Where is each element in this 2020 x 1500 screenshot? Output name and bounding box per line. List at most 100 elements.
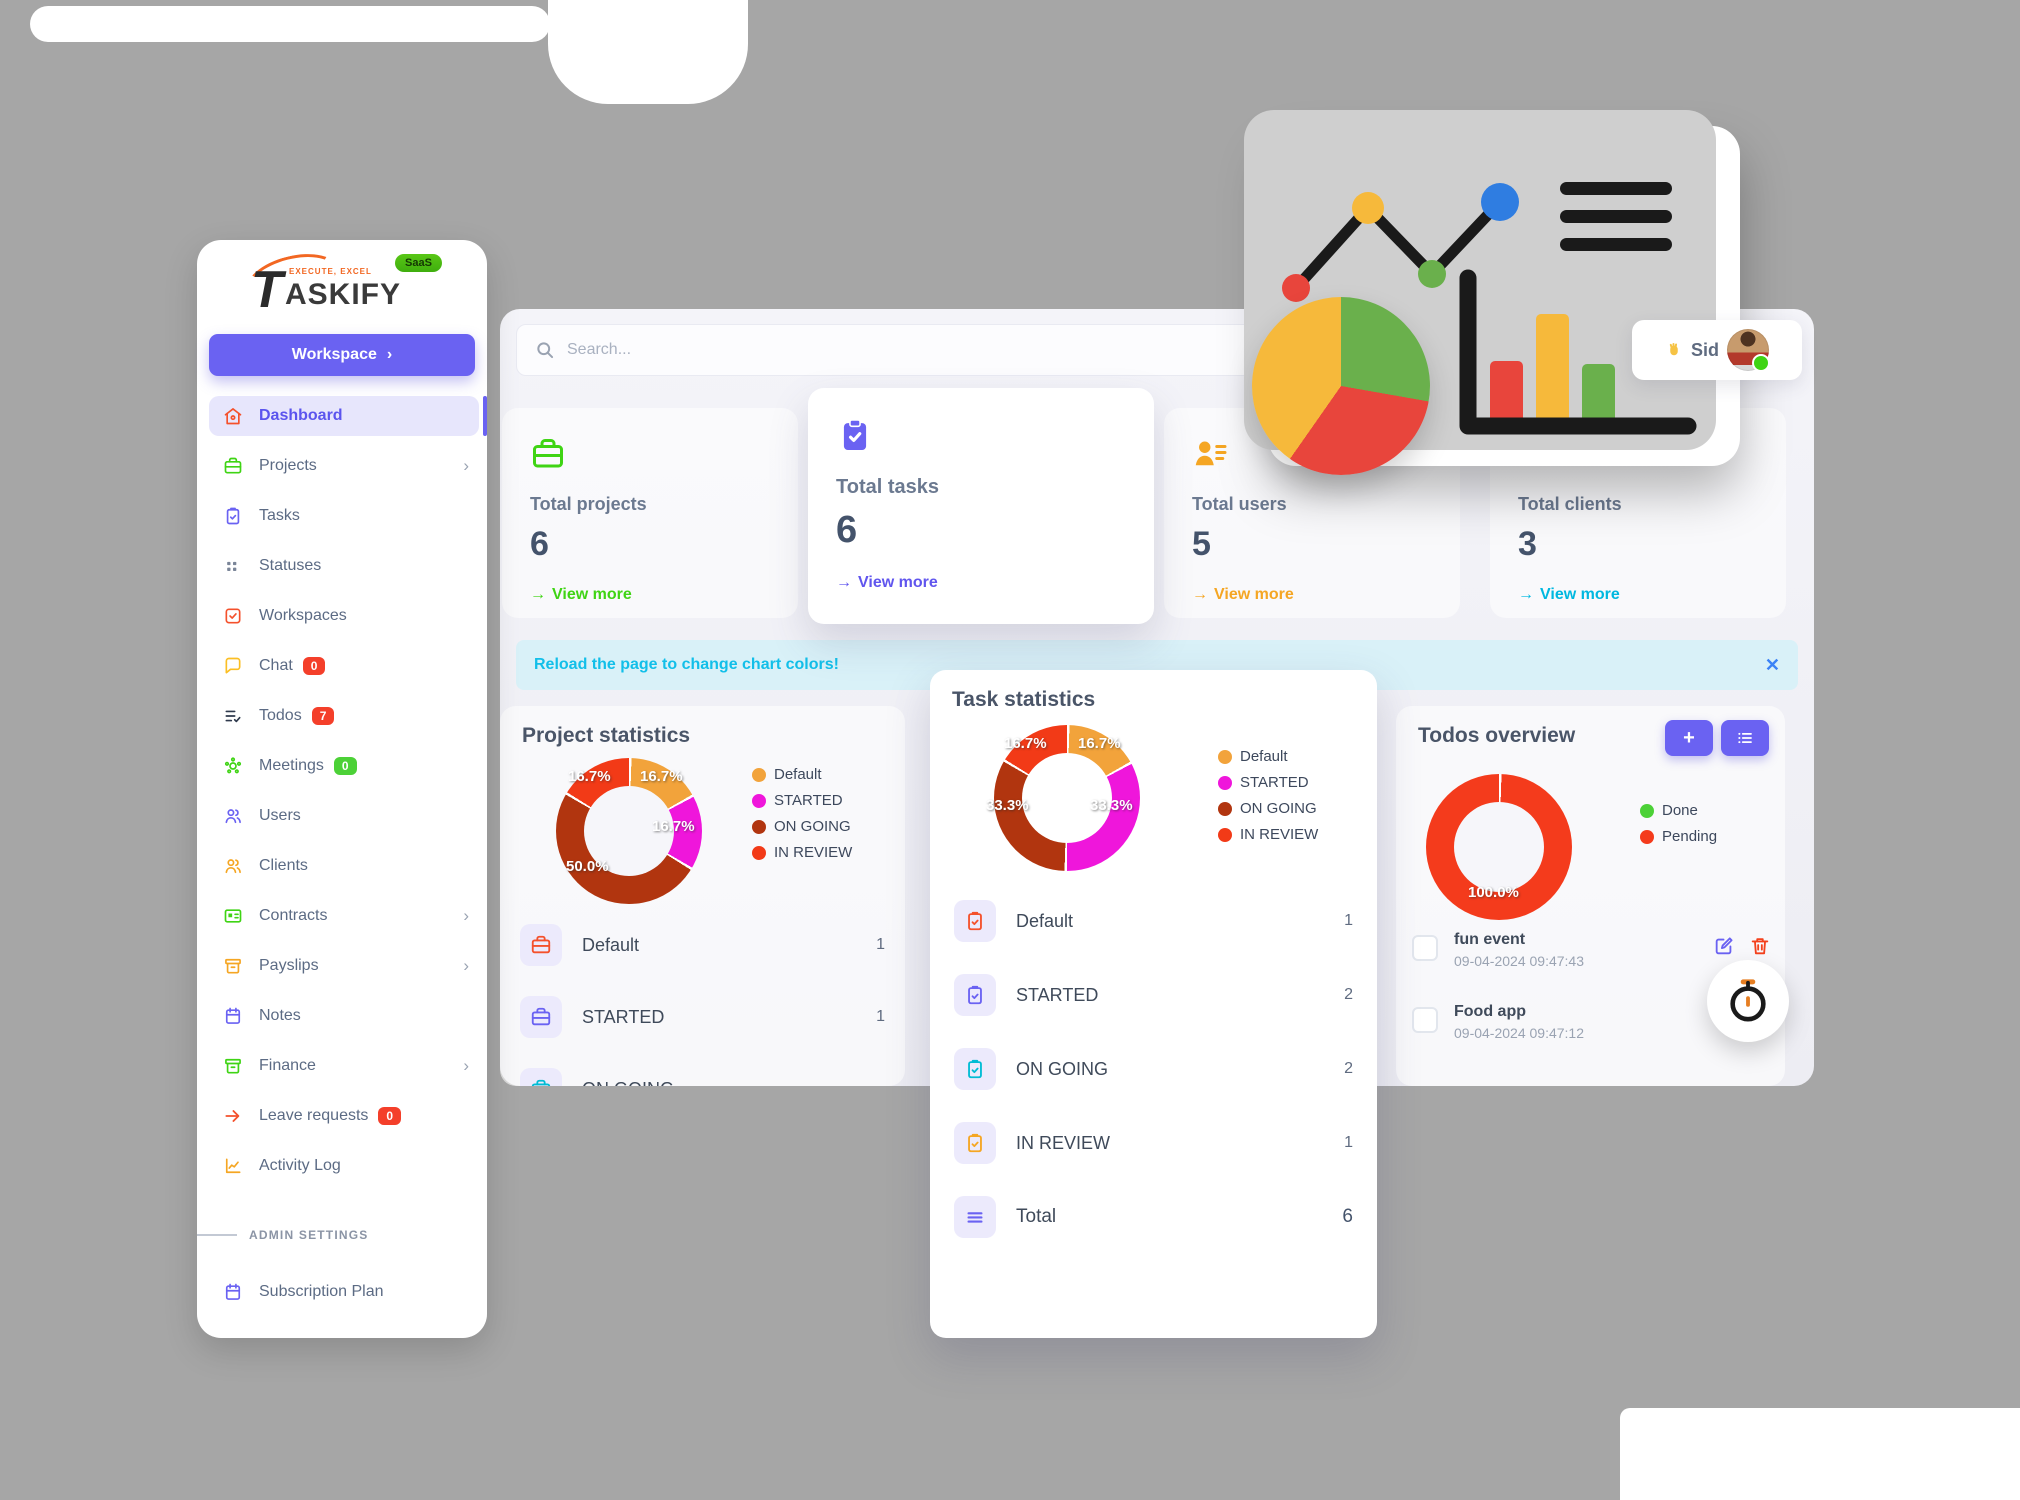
- sidebar-item-tasks[interactable]: Tasks: [209, 496, 479, 536]
- illustration-graphic: [1282, 182, 1697, 435]
- task-statistics-donut: [994, 725, 1140, 871]
- legend-dot: [752, 767, 766, 782]
- todo-title: fun event: [1454, 931, 1526, 948]
- clipboard-check-icon: [223, 506, 243, 526]
- sidebar-item-users[interactable]: Users: [209, 796, 479, 836]
- grid-dots-icon: [223, 556, 243, 576]
- banner-text: Reload the page to change chart colors!: [534, 656, 839, 673]
- home-icon: [223, 406, 243, 426]
- username: Sid: [1690, 339, 1719, 360]
- search-icon: [535, 340, 555, 360]
- edit-icon[interactable]: [1713, 935, 1735, 957]
- task-statistics-panel: Task statistics 16.7% 33.3% 33.3% 16.7% …: [930, 670, 1377, 1338]
- stat-value: 6: [836, 509, 858, 551]
- chevron-right-icon: ›: [386, 346, 393, 363]
- admin-settings-label: ADMIN SETTINGS: [249, 1228, 369, 1242]
- todos-badge: 7: [311, 707, 335, 725]
- legend-dot: [1640, 803, 1654, 818]
- stat-value: 5: [1192, 525, 1211, 563]
- status-row[interactable]: STARTED 2: [954, 972, 1353, 1018]
- arrow-right-icon: →: [1518, 586, 1534, 603]
- add-todo-button[interactable]: +: [1665, 720, 1713, 756]
- admin-settings-section: ADMIN SETTINGS: [197, 1228, 475, 1242]
- legend-dot: [752, 819, 766, 834]
- chevron-right-icon: ›: [463, 456, 469, 475]
- list-check-icon: [223, 706, 243, 726]
- workspace-button[interactable]: Workspace ›: [209, 334, 475, 376]
- logo-letter-t: T: [251, 261, 283, 319]
- id-card-icon: [223, 906, 243, 926]
- chevron-right-icon: ›: [463, 906, 469, 925]
- todo-list-button[interactable]: [1721, 720, 1769, 756]
- sidebar-nav: Dashboard Projects › Tasks Statuses Work…: [209, 396, 479, 1196]
- calendar-icon: [223, 1282, 243, 1302]
- chevron-right-icon: ›: [463, 1056, 469, 1075]
- sidebar-item-dashboard[interactable]: Dashboard: [209, 396, 479, 436]
- pct-label: 33.3%: [986, 797, 1029, 814]
- legend: Default STARTED ON GOING IN REVIEW: [752, 766, 852, 861]
- pct-label: 16.7%: [568, 768, 611, 785]
- logo-text: ASKIFY: [285, 278, 402, 311]
- timer-fab-button[interactable]: [1707, 960, 1789, 1042]
- saas-badge: SaaS: [395, 254, 442, 272]
- chevron-right-icon: ›: [463, 956, 469, 975]
- legend-dot: [1218, 775, 1232, 790]
- todo-items: fun event 09-04-2024 09:47:43 Food app 0…: [1412, 931, 1771, 1075]
- chat-bubble-icon: [223, 656, 243, 676]
- sidebar-item-contracts[interactable]: Contracts ›: [209, 896, 479, 936]
- sidebar-item-finance[interactable]: Finance ›: [209, 1046, 479, 1086]
- view-more-link[interactable]: → View more: [1192, 586, 1294, 603]
- search-placeholder: Search...: [567, 341, 632, 358]
- sidebar-item-notes[interactable]: Notes: [209, 996, 479, 1036]
- status-row[interactable]: STARTED 1: [520, 994, 885, 1040]
- chat-badge: 0: [302, 657, 326, 675]
- sidebar-item-leave-requests[interactable]: Leave requests 0: [209, 1096, 479, 1136]
- sidebar-item-todos[interactable]: Todos 7: [209, 696, 479, 736]
- sidebar-item-projects[interactable]: Projects ›: [209, 446, 479, 486]
- todo-checkbox[interactable]: [1412, 1007, 1438, 1033]
- users-list-icon: [1192, 436, 1432, 472]
- users-icon: [223, 806, 243, 826]
- archive-box-icon: [223, 956, 243, 976]
- sidebar-item-clients[interactable]: Clients: [209, 846, 479, 886]
- sidebar-item-payslips[interactable]: Payslips ›: [209, 946, 479, 986]
- legend: Default STARTED ON GOING IN REVIEW: [1218, 748, 1318, 843]
- chart-line-icon: [223, 1156, 243, 1176]
- sidebar-item-statuses[interactable]: Statuses: [209, 546, 479, 586]
- task-status-rows: Default 1 STARTED 2 ON GOING 2 IN REVIEW…: [954, 898, 1353, 1266]
- clipboard-check-icon: [836, 416, 1126, 454]
- status-row[interactable]: Default 1: [520, 922, 885, 968]
- pct-label: 33.3%: [1090, 797, 1133, 814]
- users-icon: [223, 856, 243, 876]
- status-row[interactable]: ON GOING 2: [954, 1046, 1353, 1092]
- user-chip[interactable]: Sid: [1632, 320, 1802, 380]
- todo-item: Food app 09-04-2024 09:47:12: [1412, 1003, 1771, 1059]
- deco-bottom-right-block: [1620, 1408, 2020, 1500]
- stat-label: Total clients: [1518, 494, 1622, 514]
- legend: Done Pending: [1640, 802, 1717, 845]
- status-row-total[interactable]: Total 6: [954, 1194, 1353, 1240]
- legend-dot: [1218, 827, 1232, 842]
- view-more-link[interactable]: → View more: [836, 574, 938, 591]
- sidebar-item-subscription-plan[interactable]: Subscription Plan: [209, 1272, 479, 1312]
- status-row[interactable]: ON GOING: [520, 1066, 885, 1086]
- trash-icon[interactable]: [1749, 935, 1771, 957]
- avatar[interactable]: [1727, 329, 1770, 372]
- leave-requests-badge: 0: [378, 1107, 402, 1125]
- view-more-link[interactable]: → View more: [1518, 586, 1620, 603]
- stat-value: 3: [1518, 525, 1537, 563]
- sidebar-item-chat[interactable]: Chat 0: [209, 646, 479, 686]
- sidebar-item-meetings[interactable]: Meetings 0: [209, 746, 479, 786]
- sidebar-item-activity-log[interactable]: Activity Log: [209, 1146, 479, 1186]
- briefcase-icon: [520, 996, 562, 1038]
- status-row[interactable]: Default 1: [954, 898, 1353, 944]
- status-row[interactable]: IN REVIEW 1: [954, 1120, 1353, 1166]
- sidebar-item-workspaces[interactable]: Workspaces: [209, 596, 479, 636]
- panel-title: Task statistics: [952, 688, 1096, 711]
- todo-checkbox[interactable]: [1412, 935, 1438, 961]
- logo-tagline: EXECUTE, EXCEL: [289, 267, 372, 276]
- view-more-link[interactable]: → View more: [530, 586, 632, 603]
- close-icon[interactable]: ✕: [1764, 654, 1780, 675]
- pct-label: 100.0%: [1468, 884, 1519, 901]
- todo-timestamp: 09-04-2024 09:47:43: [1454, 953, 1584, 969]
